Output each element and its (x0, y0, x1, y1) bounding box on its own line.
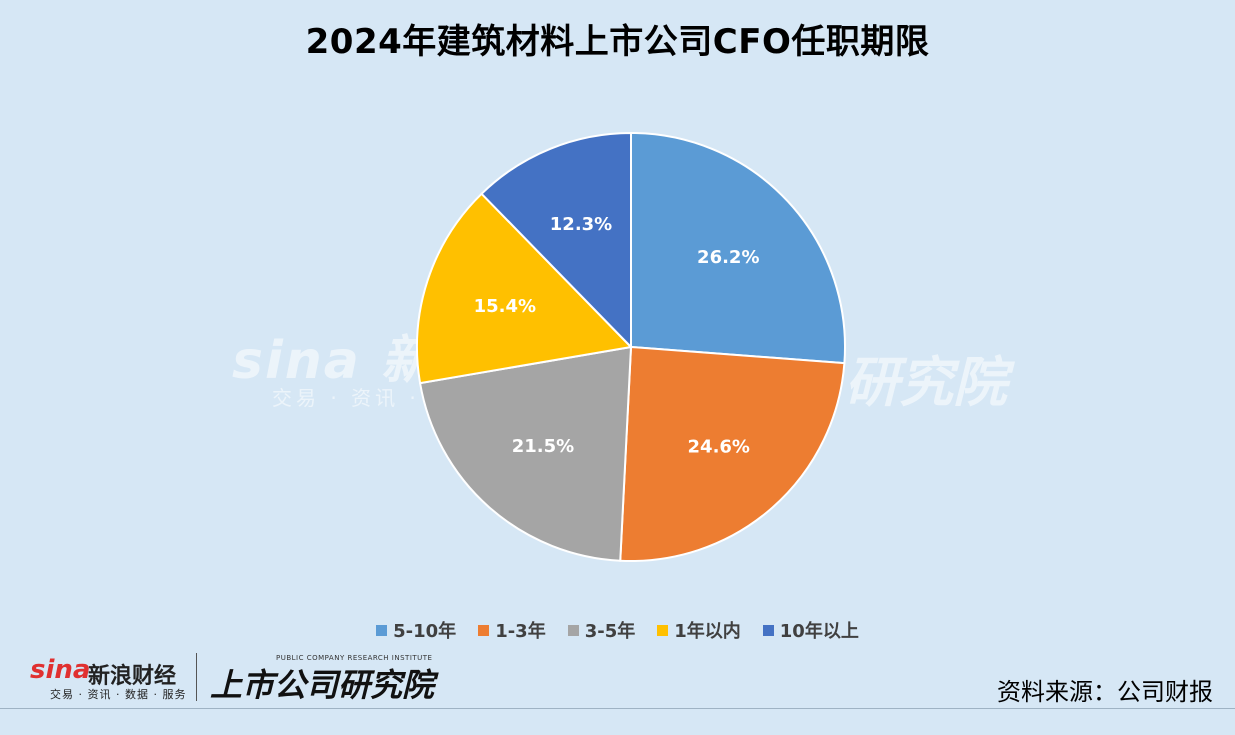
research-institute-logo: 上市公司研究院 (210, 666, 435, 704)
pie-data-label-3: 15.4% (474, 296, 536, 317)
pie-slice-4 (480, 131, 632, 350)
sina-finance-logo-text: 新浪财经 (88, 664, 177, 689)
legend-item-4: 10年以上 (762, 617, 859, 643)
sina-logo: sina (30, 655, 91, 685)
footer-divider (0, 708, 1235, 709)
legend-swatch (376, 624, 388, 636)
sina-finance-tagline: 交易 · 资讯 · 数据 · 服务 (50, 688, 187, 701)
watermark-right: 研究院 (845, 351, 1007, 414)
legend-label: 1-3年 (495, 621, 546, 642)
legend-item-1: 1-3年 (478, 617, 546, 643)
research-institute-english: PUBLIC COMPANY RESEARCH INSTITUTE (276, 654, 433, 662)
chart-legend: 5-10年 1-3年 3-5年 1年以内 10年以上 (0, 617, 1235, 643)
chart-title: 2024年建筑材料上市公司CFO任职期限 (305, 22, 930, 62)
pie-slice-3 (416, 192, 634, 385)
logo-divider (196, 653, 197, 701)
legend-label: 10年以上 (779, 621, 859, 642)
pie-slice-2 (418, 345, 633, 562)
legend-swatch (762, 624, 774, 636)
legend-label: 5-10年 (393, 621, 457, 642)
legend-swatch (657, 624, 669, 636)
legend-item-3: 1年以内 (657, 617, 741, 643)
pie-data-label-1: 24.6% (688, 437, 750, 458)
pie-data-label-2: 21.5% (512, 436, 574, 457)
legend-item-2: 3-5年 (567, 617, 636, 643)
legend-label: 3-5年 (584, 621, 636, 642)
watermark-sub: 交易 · 资讯 · (272, 386, 420, 410)
pie-slice-0 (630, 131, 846, 365)
legend-label: 1年以内 (674, 621, 741, 642)
pie-chart: 26.2% 24.6% 21.5% 15.4% 12.3% (416, 131, 846, 562)
pie-slice-1 (619, 345, 846, 562)
legend-item-0: 5-10年 (376, 617, 456, 643)
pie-data-label-4: 12.3% (550, 214, 612, 235)
pie-data-label-0: 26.2% (697, 247, 759, 268)
legend-swatch (567, 624, 579, 636)
legend-swatch (478, 624, 490, 636)
data-source: 资料来源：公司财报 (997, 678, 1213, 706)
